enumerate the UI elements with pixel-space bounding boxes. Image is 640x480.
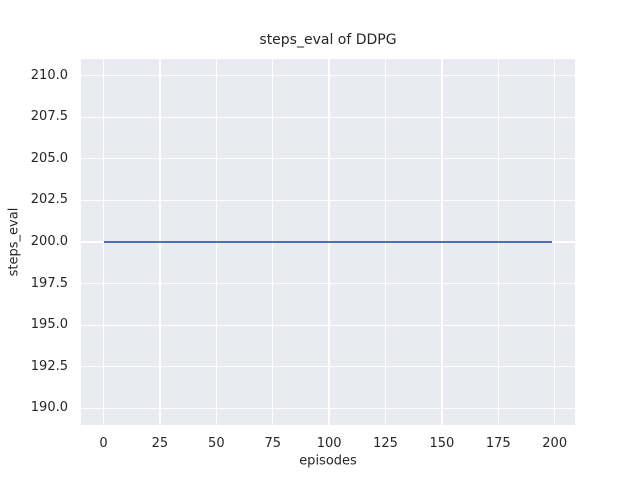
gridline-horizontal: [81, 407, 575, 409]
gridline-horizontal: [81, 158, 575, 160]
y-tick-label: 197.5: [30, 275, 68, 291]
y-tick-label: 205.0: [30, 150, 68, 166]
x-tick-label: 75: [264, 436, 282, 451]
gridline-horizontal: [81, 116, 575, 118]
y-tick-label: 195.0: [30, 317, 68, 333]
x-tick-label: 100: [316, 436, 342, 451]
gridline-horizontal: [81, 324, 575, 326]
y-tick-label: 200.0: [30, 234, 68, 249]
x-axis-label: episodes: [299, 453, 357, 469]
gridline-horizontal: [81, 74, 575, 77]
x-tick-label: 150: [429, 436, 455, 451]
x-tick-label: 0: [99, 436, 108, 451]
x-tick-label: 125: [373, 436, 398, 451]
gridline-horizontal: [81, 282, 575, 285]
plot-area: [81, 59, 575, 425]
y-tick-label: 192.5: [30, 358, 68, 374]
y-tick-label: 207.5: [30, 109, 68, 125]
x-tick-label: 50: [208, 436, 225, 451]
x-tick-label: 25: [151, 436, 169, 451]
gridline-horizontal: [81, 366, 575, 368]
y-tick-label: 202.5: [30, 192, 68, 208]
x-tick-label: 200: [542, 436, 568, 451]
chart-title: steps_eval of DDPG: [259, 32, 397, 48]
y-tick-label: 190.0: [30, 400, 68, 416]
gridline-horizontal: [81, 199, 575, 202]
x-tick-label: 175: [485, 436, 511, 451]
series-line-ddpg: [103, 241, 553, 243]
y-tick-label: 210.0: [30, 67, 68, 83]
